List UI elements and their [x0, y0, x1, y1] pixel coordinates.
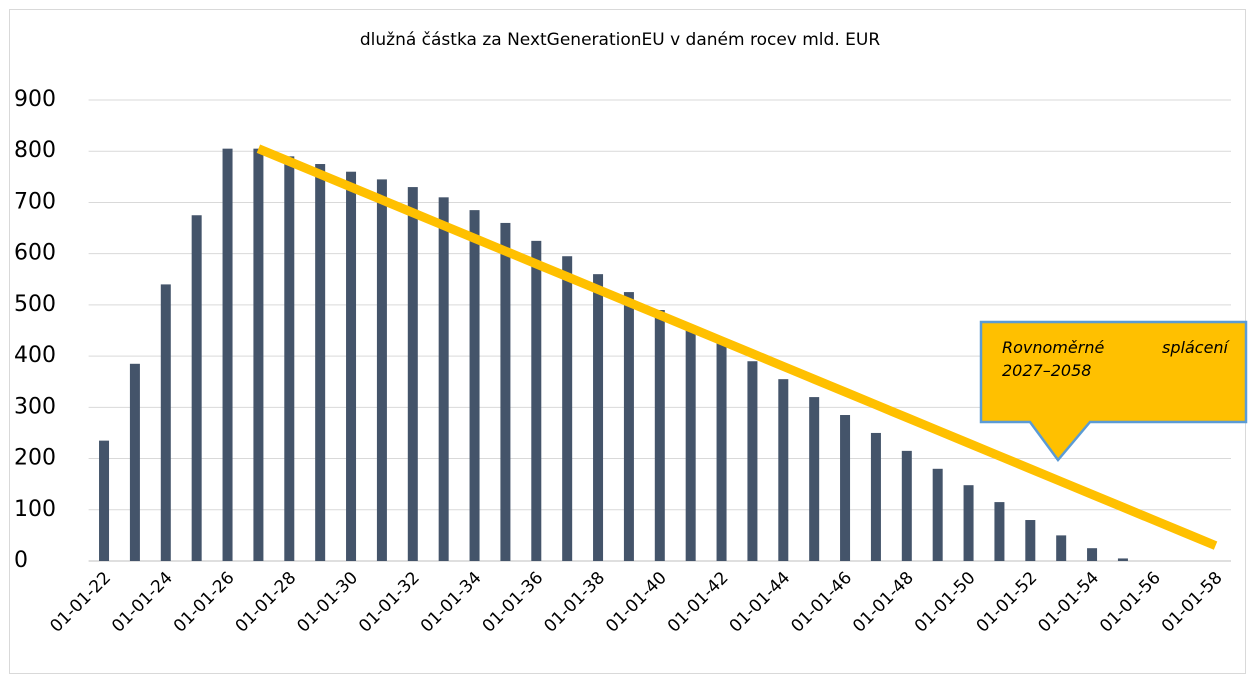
y-tick-label: 400: [14, 343, 56, 368]
bar: [469, 210, 480, 561]
chart-title: dlužná částka za NextGenerationEU v dané…: [360, 30, 880, 50]
y-tick-label: 500: [14, 292, 56, 317]
bar: [778, 379, 789, 561]
bar: [654, 310, 665, 561]
bar: [932, 468, 943, 561]
bar: [562, 256, 573, 561]
bar: [253, 148, 264, 561]
bar: [99, 440, 110, 561]
bar: [747, 361, 758, 561]
bar: [840, 415, 851, 561]
y-tick-label: 600: [14, 241, 56, 266]
y-tick-label: 0: [14, 548, 28, 573]
bar: [160, 284, 171, 561]
bar: [809, 397, 820, 561]
y-tick-label: 200: [14, 446, 56, 471]
bar: [994, 502, 1005, 561]
bar: [1117, 558, 1128, 561]
bar: [593, 274, 604, 561]
bar: [685, 325, 696, 561]
bar: [901, 450, 912, 561]
bar: [1056, 535, 1067, 561]
bar: [438, 197, 449, 562]
bar: [500, 222, 511, 561]
callout: [979, 320, 1248, 463]
y-tick-label: 300: [14, 394, 56, 419]
bar: [346, 171, 357, 561]
bar: [407, 187, 418, 562]
bar: [963, 485, 974, 561]
bar: [376, 179, 387, 561]
bar: [284, 156, 295, 561]
bar: [191, 215, 202, 561]
bar: [716, 343, 727, 561]
bar: [222, 148, 233, 561]
bar: [531, 240, 542, 561]
annotation: Rovnoměrné splácení 2027–2058: [1002, 338, 1228, 380]
bar: [870, 432, 881, 561]
y-tick-label: 900: [14, 87, 56, 112]
trend-line: [256, 144, 1218, 550]
bar: [1087, 548, 1098, 561]
y-tick-label: 800: [14, 138, 56, 163]
bar: [315, 164, 326, 561]
bar: [129, 363, 140, 561]
y-tick-label: 100: [14, 497, 56, 522]
bar: [623, 292, 634, 561]
y-tick-label: 700: [14, 189, 56, 214]
bar: [1025, 520, 1036, 561]
